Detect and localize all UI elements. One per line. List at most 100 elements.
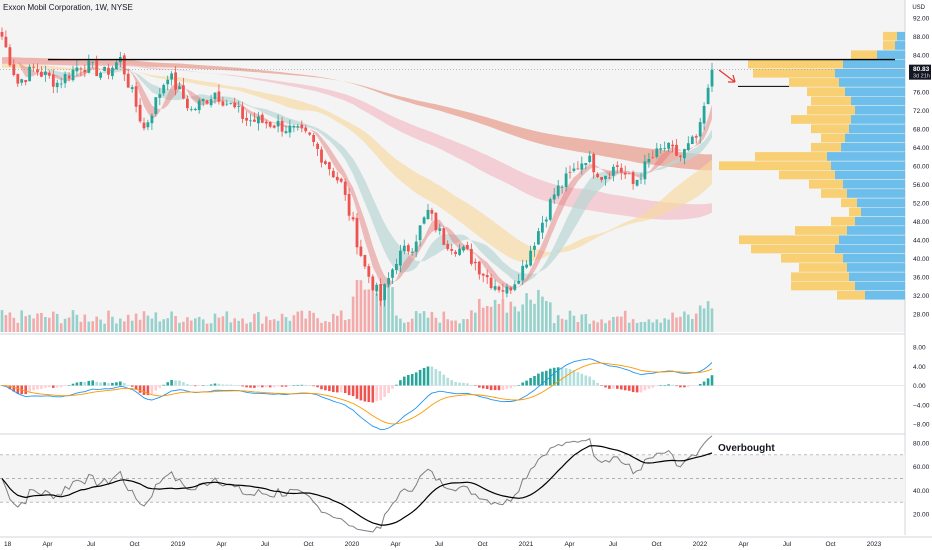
candle-body <box>675 144 678 156</box>
candle-body <box>363 255 367 267</box>
volume-bar <box>545 301 548 332</box>
candle-body <box>253 119 256 122</box>
volume-bar <box>706 301 710 332</box>
macd-histogram-bar <box>205 385 209 386</box>
volume-bar <box>651 322 655 332</box>
macd-histogram-bar <box>276 385 280 387</box>
volume-profile-up-row <box>827 152 905 161</box>
candle-body <box>51 74 55 87</box>
candle-body <box>268 122 272 127</box>
macd-histogram-bar <box>584 375 588 386</box>
candle-body <box>257 116 260 124</box>
time-tick-label: Oct <box>477 541 487 548</box>
volume-bar <box>351 296 355 332</box>
volume-bar <box>572 315 576 332</box>
volume-profile-down-row <box>831 216 855 226</box>
candle-body <box>600 177 603 180</box>
macd-histogram-bar <box>493 385 497 391</box>
macd-histogram-bar <box>576 372 580 386</box>
macd-histogram-bar <box>505 385 509 389</box>
candle-body <box>667 142 670 149</box>
candle-body <box>91 61 95 63</box>
volume-profile-up-row <box>831 161 905 171</box>
volume-bar <box>478 298 481 332</box>
volume-profile-up-row <box>851 115 905 124</box>
candle-body <box>292 126 296 128</box>
macd-histogram-bar <box>154 385 158 391</box>
macd-histogram-bar <box>71 383 75 386</box>
moving-average-ribbons <box>2 36 712 289</box>
price-tick-label: 40.00 <box>913 256 930 263</box>
volume-profile-up-row <box>857 198 905 208</box>
candle-body <box>146 122 150 128</box>
macd-histogram-bar <box>458 382 461 386</box>
candle-body <box>576 168 580 170</box>
macd-histogram-bar <box>249 385 252 388</box>
candle-body <box>702 105 706 124</box>
candle-body <box>426 209 430 220</box>
candle-body <box>71 69 75 81</box>
candle-body <box>655 148 659 157</box>
time-tick-label: Apr <box>42 541 53 548</box>
volume-bar <box>170 311 173 332</box>
candle-body <box>544 219 548 222</box>
macd-histogram-bar <box>261 385 264 388</box>
volume-bar <box>261 323 264 332</box>
volume-bar <box>4 315 8 332</box>
volume-bar <box>213 313 217 332</box>
macd-histogram-bar <box>552 367 556 386</box>
volume-bar <box>221 316 225 332</box>
volume-bar <box>691 319 694 332</box>
macd-histogram-bar <box>414 372 418 386</box>
macd-histogram-bar <box>422 368 426 386</box>
macd-histogram-bar <box>48 385 51 388</box>
volume-bar <box>481 307 485 332</box>
volume-bar <box>359 280 363 332</box>
macd-histogram-bar <box>509 385 513 389</box>
candle-body <box>24 80 28 83</box>
macd-histogram-bar <box>533 376 536 386</box>
candle-body <box>580 163 584 170</box>
candle-body <box>67 75 71 79</box>
volume-profile-up-row <box>847 263 905 272</box>
volume-bar <box>438 322 442 332</box>
volume-bar <box>497 303 501 332</box>
volume-bar <box>600 319 603 332</box>
candle-body <box>103 66 106 71</box>
volume-bar <box>332 313 335 332</box>
volume-bar <box>458 323 461 332</box>
volume-bar <box>328 322 331 332</box>
volume-bar <box>355 280 359 332</box>
price-axis[interactable]: USD 92.00 88.00 84.00 80.00 76.00 72.00 68.00 64… <box>909 5 931 519</box>
candle-body <box>32 66 35 68</box>
macd-histogram-bar <box>655 385 659 387</box>
macd-tick-label: 8.00 <box>913 345 926 352</box>
candle-body <box>343 181 347 195</box>
volume-profile-down-row <box>807 87 845 97</box>
volume-bar <box>134 313 138 332</box>
macd-histogram-bar <box>363 385 367 402</box>
candle-body <box>154 97 158 114</box>
macd-histogram-bar <box>545 370 548 386</box>
volume-bar <box>126 314 130 332</box>
macd-histogram-bar <box>126 385 130 386</box>
volume-bar <box>71 310 75 332</box>
volume-profile-down-row <box>851 50 877 60</box>
candle-body <box>623 172 627 175</box>
candle-body <box>182 85 185 99</box>
macd-histogram-bar <box>142 385 146 395</box>
macd-histogram-bar <box>347 385 351 396</box>
macd-histogram-bar <box>371 385 375 403</box>
candle-body <box>79 68 83 70</box>
volume-bar <box>414 311 418 332</box>
volume-bar <box>403 322 406 332</box>
volume-bar <box>363 289 367 332</box>
volume-bar <box>138 319 142 332</box>
volume-bar <box>525 293 528 332</box>
time-axis[interactable]: 18 Apr Jul Oct 2019 Apr Jul Oct 2020 Apr Jul Oct 202… <box>0 536 932 548</box>
candle-body <box>481 273 485 276</box>
volume-profile-down-row <box>883 31 897 41</box>
candle-body <box>316 143 319 149</box>
candle-body <box>264 121 268 124</box>
volume-bar <box>612 317 615 332</box>
